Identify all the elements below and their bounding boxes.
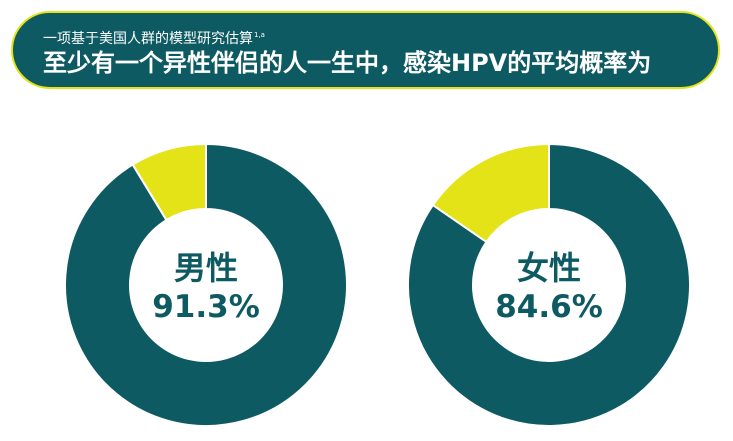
donut-0-center-label: 男性 [174, 249, 238, 287]
donut-0-value-label: 91.3% [152, 289, 260, 325]
donut-0-slice-0 [64, 142, 348, 427]
subtitle-text: 一项基于美国人群的模型研究估算 [43, 31, 253, 47]
footnote-reference: 1,a [254, 31, 265, 39]
donut-1-center-label: 女性 [517, 249, 581, 287]
subtitle: 一项基于美国人群的模型研究估算1,a [43, 27, 265, 47]
donut-1-value-label: 84.6% [495, 289, 603, 325]
page-title: 至少有一个异性伴侣的人一生中，感染HPV的平均概率为 [43, 49, 652, 77]
donut-1-slice-1 [431, 142, 550, 244]
donut-1-slice-0 [407, 142, 691, 427]
donut-0-slice-1 [131, 142, 207, 222]
title-banner: 一项基于美国人群的模型研究估算1,a 至少有一个异性伴侣的人一生中，感染HPV的… [11, 11, 720, 89]
